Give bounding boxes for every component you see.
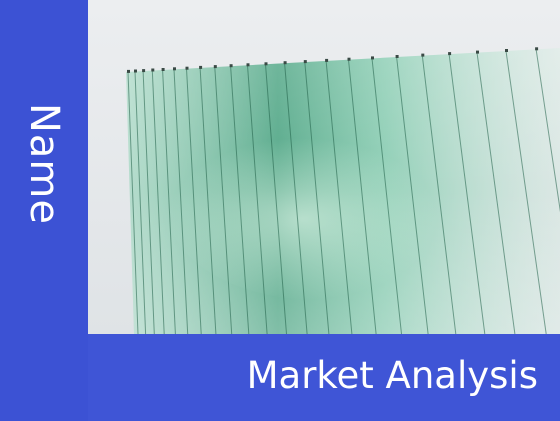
side-title: Name [21,102,67,226]
side-band [0,0,88,421]
panel-clip [303,60,307,64]
glass-panel-edge [127,71,139,334]
panel-clip [325,58,329,62]
glass-panel-edge [173,69,189,334]
panel-clip [199,65,203,69]
panel-clip [161,68,165,71]
glass-panel-edge [284,63,308,334]
panel-clip [476,50,479,54]
glass-panel-edge [214,67,233,334]
panel-clip [151,68,155,72]
glass-panel-edge [304,62,330,334]
glass-panel-edge [230,66,250,334]
panel-clip [283,61,287,65]
bottom-band [88,334,560,421]
glass-panel-edge [371,58,402,334]
glass-panels-photo [88,0,560,334]
glass-panel-edge [448,54,486,334]
glass-panel-edge [186,68,202,334]
glass-panel-edge [247,65,268,334]
glass-panel-edge [421,55,457,334]
glass-panel-edge [199,67,217,334]
glass-panel-edge [325,60,353,334]
panel-clip [127,69,130,73]
panel-clip [421,53,425,57]
panel-clip [505,49,508,52]
glass-panel-edge [396,56,429,334]
panel-clip [173,67,176,71]
panel-clip [229,64,233,68]
glass-panel-edge [162,69,176,334]
glass-panel-edge [505,50,547,334]
glass-panel-edge [265,64,287,334]
panel-clip [246,63,250,67]
panel-clip [213,65,217,69]
panel-clip [185,66,189,70]
glass-panel-edge [134,71,147,334]
panel-clip [371,56,374,60]
panel-clip [134,69,137,73]
panel-clip [448,52,452,56]
main-title: Market Analysis [246,354,538,397]
panel-clip [395,55,399,58]
glass-panel-edge [476,52,516,334]
panel-clip [535,47,539,51]
glass-panel-edge [151,70,165,334]
panel-clip [347,57,351,61]
glass-panel-edge [348,59,377,334]
glass-panels-icon [88,0,560,334]
panel-clip [264,62,268,66]
panel-clip [142,69,146,73]
glass-panel-edge [142,71,155,334]
glass-panel-edge [535,49,560,213]
